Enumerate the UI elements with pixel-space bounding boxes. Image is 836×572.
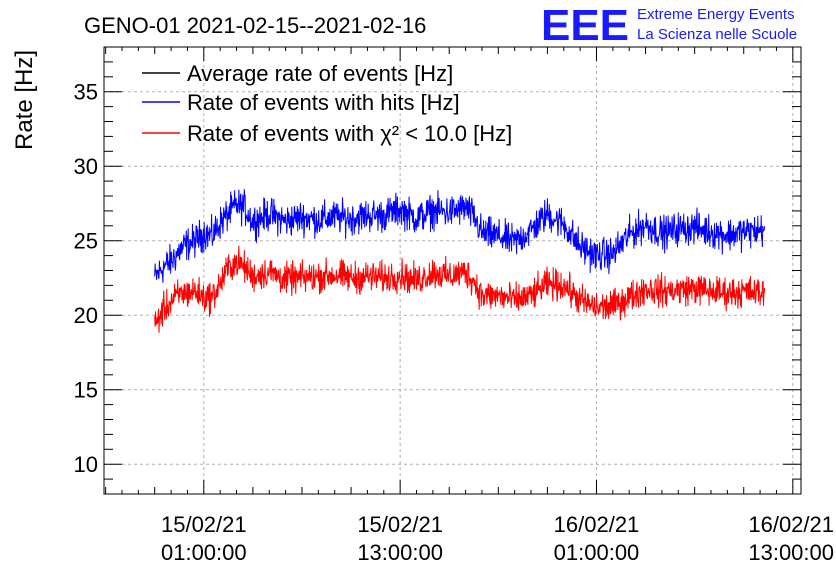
y-tick-label: 10 bbox=[74, 452, 98, 477]
series-line-1 bbox=[154, 189, 766, 283]
eee-logo-line2: La Scienza nelle Scuole bbox=[637, 26, 797, 43]
y-tick-labels: 10 15 20 25 30 35 bbox=[74, 80, 98, 478]
y-tick-label: 30 bbox=[74, 154, 98, 179]
y-tick-label: 15 bbox=[74, 378, 98, 403]
legend-entry: Rate of events with hits [Hz] bbox=[187, 90, 460, 115]
y-tick-label: 20 bbox=[74, 303, 98, 328]
y-tick-label: 35 bbox=[74, 80, 98, 105]
series-group bbox=[154, 189, 766, 333]
legend-entry: Rate of events with χ² < 10.0 [Hz] bbox=[187, 121, 512, 146]
grid bbox=[104, 47, 801, 494]
x-tick-time: 01:00:00 bbox=[161, 540, 247, 565]
x-tick-time: 13:00:00 bbox=[357, 540, 443, 565]
eee-logo-line1: Extreme Energy Events bbox=[637, 6, 795, 23]
legend-entry: Average rate of events [Hz] bbox=[187, 61, 453, 86]
x-tick-date: 16/02/21 bbox=[554, 512, 640, 537]
eee-logo: EEE Extreme Energy Events La Scienza nel… bbox=[541, 1, 797, 50]
legend: Average rate of events [Hz] Rate of event… bbox=[142, 61, 512, 146]
y-tick-label: 25 bbox=[74, 229, 98, 254]
x-tick-time: 01:00:00 bbox=[554, 540, 640, 565]
x-tick-date: 16/02/21 bbox=[748, 512, 834, 537]
x-tick-labels: 15/02/21 01:00:00 15/02/21 13:00:00 16/02/21… bbox=[161, 512, 834, 565]
x-tick-time: 13:00:00 bbox=[748, 540, 834, 565]
chart-title: GENO-01 2021-02-15--2021-02-16 bbox=[84, 13, 426, 38]
x-tick-date: 15/02/21 bbox=[161, 512, 247, 537]
y-axis-label: Rate [Hz] bbox=[11, 50, 38, 150]
x-tick-date: 15/02/21 bbox=[357, 512, 443, 537]
axis-ticks bbox=[104, 46, 801, 495]
eee-logo-mark: EEE bbox=[541, 1, 629, 50]
series-line-2 bbox=[154, 245, 766, 333]
